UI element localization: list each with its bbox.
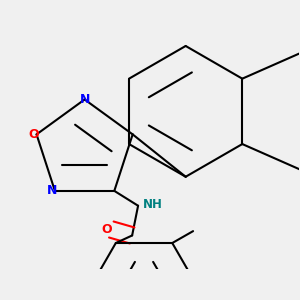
- Text: O: O: [102, 223, 112, 236]
- Text: O: O: [28, 128, 39, 141]
- Text: N: N: [80, 93, 90, 106]
- Text: NH: NH: [142, 198, 162, 211]
- Text: N: N: [47, 184, 57, 197]
